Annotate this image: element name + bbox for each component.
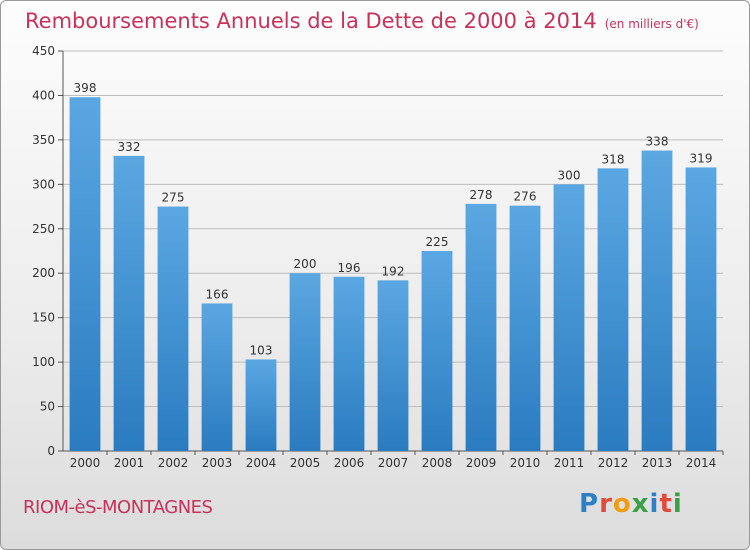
data-label: 300 bbox=[558, 168, 581, 182]
x-tick-label: 2003 bbox=[202, 456, 233, 470]
x-tick-label: 2011 bbox=[554, 456, 585, 470]
bar bbox=[245, 359, 277, 451]
x-tick-label: 2014 bbox=[686, 456, 717, 470]
x-tick-label: 2000 bbox=[70, 456, 101, 470]
bar bbox=[597, 168, 629, 452]
y-tick-label: 50 bbox=[40, 400, 55, 414]
data-label: 166 bbox=[206, 287, 229, 301]
logo-letter: o bbox=[612, 489, 632, 519]
y-tick-label: 450 bbox=[32, 44, 55, 58]
y-tick-label: 150 bbox=[32, 311, 55, 325]
data-label: 275 bbox=[162, 191, 185, 205]
logo-letter: i bbox=[672, 489, 683, 519]
bar bbox=[113, 155, 145, 451]
commune-name: RIOM-èS-MONTAGNES bbox=[23, 497, 213, 518]
x-tick-label: 2012 bbox=[598, 456, 629, 470]
bar bbox=[465, 203, 497, 451]
chart-unit: (en milliers d'€) bbox=[604, 17, 699, 31]
data-label: 200 bbox=[294, 257, 317, 271]
x-tick-label: 2007 bbox=[378, 456, 409, 470]
x-tick-label: 2005 bbox=[290, 456, 321, 470]
x-tick-label: 2010 bbox=[510, 456, 541, 470]
bar bbox=[289, 273, 321, 451]
bar bbox=[421, 251, 453, 451]
y-tick-label: 350 bbox=[32, 133, 55, 147]
y-tick-label: 400 bbox=[32, 88, 55, 102]
x-tick-label: 2006 bbox=[334, 456, 365, 470]
x-tick-label: 2004 bbox=[246, 456, 277, 470]
data-label: 225 bbox=[426, 235, 449, 249]
data-labels: 398 332 275 166 103 200 196 192 225 278 276 300 318 3… bbox=[74, 81, 713, 357]
x-tick-labels: 2000 2001 2002 2003 2004 2005 2006 2007 2008 2009… bbox=[70, 456, 717, 470]
logo-letter: x bbox=[631, 489, 650, 519]
logo-letter: P bbox=[579, 489, 600, 519]
chart-title-text: Remboursements Annuels de la Dette de 20… bbox=[25, 9, 597, 33]
data-label: 276 bbox=[514, 190, 537, 204]
bar bbox=[157, 206, 189, 451]
x-tick-label: 2008 bbox=[422, 456, 453, 470]
data-label: 196 bbox=[338, 261, 361, 275]
bar bbox=[641, 150, 673, 452]
y-tick-label: 250 bbox=[32, 222, 55, 236]
logo-letter: t bbox=[659, 489, 673, 519]
data-label: 319 bbox=[690, 151, 713, 165]
data-label: 338 bbox=[646, 135, 669, 149]
y-tick-label: 0 bbox=[47, 444, 55, 458]
bars bbox=[69, 97, 717, 452]
y-tick-label: 100 bbox=[32, 355, 55, 369]
proxiti-logo: Proxiti bbox=[579, 489, 683, 519]
logo-letter: i bbox=[649, 489, 660, 519]
bar bbox=[685, 167, 717, 451]
y-tick-label: 300 bbox=[32, 177, 55, 191]
bar bbox=[509, 205, 541, 451]
data-label: 318 bbox=[602, 152, 625, 166]
data-label: 332 bbox=[118, 140, 141, 154]
y-tick-label: 200 bbox=[32, 266, 55, 280]
data-label: 192 bbox=[382, 264, 405, 278]
x-tick-label: 2001 bbox=[114, 456, 145, 470]
bar bbox=[201, 303, 233, 451]
bar bbox=[69, 97, 101, 451]
data-label: 398 bbox=[74, 81, 97, 95]
x-tick-label: 2013 bbox=[642, 456, 673, 470]
bar bbox=[377, 280, 409, 451]
data-label: 103 bbox=[250, 343, 273, 357]
y-tick-labels: 0 50 100 150 200 250 300 350 400 450 bbox=[32, 44, 55, 458]
bar bbox=[553, 184, 585, 452]
data-label: 278 bbox=[470, 188, 493, 202]
x-tick-label: 2009 bbox=[466, 456, 497, 470]
x-tick-label: 2002 bbox=[158, 456, 189, 470]
bar bbox=[333, 276, 365, 451]
chart-title: Remboursements Annuels de la Dette de 20… bbox=[25, 9, 699, 33]
logo-letter: r bbox=[599, 489, 613, 519]
